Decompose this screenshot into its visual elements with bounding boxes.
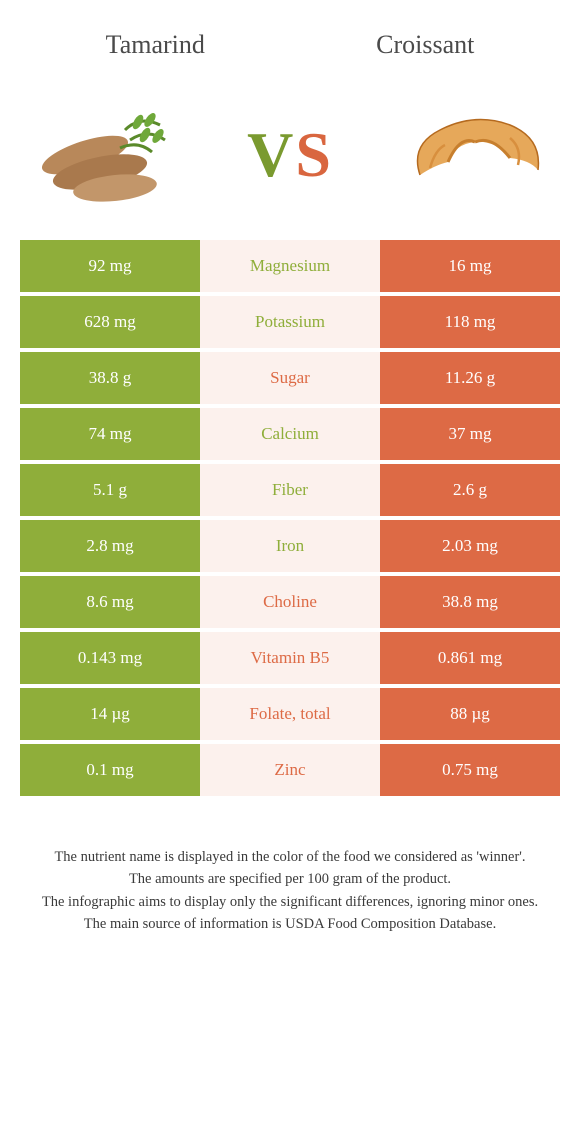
nutrient-label: Vitamin B5: [200, 632, 380, 684]
hero-row: VS: [0, 80, 580, 240]
value-b: 2.03 mg: [380, 520, 560, 572]
nutrient-label: Fiber: [200, 464, 380, 516]
table-row: 2.8 mgIron2.03 mg: [20, 520, 560, 572]
value-a: 0.1 mg: [20, 744, 200, 796]
nutrient-label: Choline: [200, 576, 380, 628]
footer-line: The infographic aims to display only the…: [30, 891, 550, 913]
nutrient-label: Iron: [200, 520, 380, 572]
nutrient-label: Calcium: [200, 408, 380, 460]
table-row: 8.6 mgCholine38.8 mg: [20, 576, 560, 628]
table-row: 74 mgCalcium37 mg: [20, 408, 560, 460]
value-a: 8.6 mg: [20, 576, 200, 628]
nutrient-label: Sugar: [200, 352, 380, 404]
food-b-title: Croissant: [376, 30, 474, 60]
value-b: 11.26 g: [380, 352, 560, 404]
value-b: 118 mg: [380, 296, 560, 348]
table-row: 0.143 mgVitamin B50.861 mg: [20, 632, 560, 684]
value-b: 2.6 g: [380, 464, 560, 516]
footer-line: The main source of information is USDA F…: [30, 913, 550, 935]
nutrient-label: Potassium: [200, 296, 380, 348]
footer-notes: The nutrient name is displayed in the co…: [30, 846, 550, 936]
food-a-title: Tamarind: [106, 30, 205, 60]
footer-line: The nutrient name is displayed in the co…: [30, 846, 550, 868]
nutrient-label: Folate, total: [200, 688, 380, 740]
value-b: 0.75 mg: [380, 744, 560, 796]
nutrient-label: Zinc: [200, 744, 380, 796]
comparison-table: 92 mgMagnesium16 mg628 mgPotassium118 mg…: [20, 240, 560, 796]
value-a: 5.1 g: [20, 464, 200, 516]
value-a: 92 mg: [20, 240, 200, 292]
footer-line: The amounts are specified per 100 gram o…: [30, 868, 550, 890]
nutrient-label: Magnesium: [200, 240, 380, 292]
vs-v: V: [247, 119, 295, 190]
croissant-image: [400, 100, 550, 210]
vs-s: S: [295, 119, 333, 190]
value-b: 0.861 mg: [380, 632, 560, 684]
table-row: 14 µgFolate, total88 µg: [20, 688, 560, 740]
value-b: 38.8 mg: [380, 576, 560, 628]
table-row: 38.8 gSugar11.26 g: [20, 352, 560, 404]
value-a: 38.8 g: [20, 352, 200, 404]
value-a: 14 µg: [20, 688, 200, 740]
value-b: 88 µg: [380, 688, 560, 740]
table-row: 628 mgPotassium118 mg: [20, 296, 560, 348]
value-a: 0.143 mg: [20, 632, 200, 684]
value-a: 628 mg: [20, 296, 200, 348]
vs-label: VS: [247, 118, 333, 192]
table-row: 92 mgMagnesium16 mg: [20, 240, 560, 292]
table-row: 5.1 gFiber2.6 g: [20, 464, 560, 516]
value-a: 2.8 mg: [20, 520, 200, 572]
table-row: 0.1 mgZinc0.75 mg: [20, 744, 560, 796]
header: Tamarind Croissant: [0, 0, 580, 80]
tamarind-image: [30, 100, 180, 210]
value-b: 37 mg: [380, 408, 560, 460]
value-a: 74 mg: [20, 408, 200, 460]
value-b: 16 mg: [380, 240, 560, 292]
